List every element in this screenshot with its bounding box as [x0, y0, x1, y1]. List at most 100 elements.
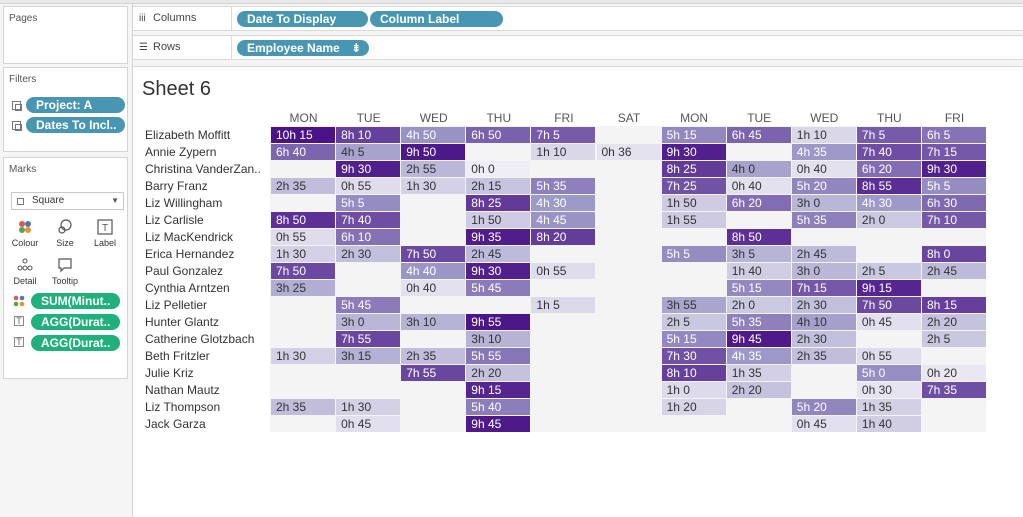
- heatmap-cell[interactable]: 3h 0: [336, 314, 401, 330]
- heatmap-cell[interactable]: 7h 15: [791, 280, 856, 296]
- heatmap-cell[interactable]: 4h 35: [726, 348, 791, 364]
- heatmap-cell[interactable]: 1h 55: [661, 212, 726, 228]
- heatmap-cell[interactable]: 9h 30: [466, 263, 531, 279]
- heatmap-cell[interactable]: 8h 50: [271, 212, 335, 228]
- heatmap-cell[interactable]: 4h 45: [531, 212, 596, 228]
- heatmap-cell[interactable]: 1h 40: [856, 416, 921, 432]
- heatmap-cell[interactable]: 1h 10: [791, 127, 856, 143]
- heatmap-cell[interactable]: 7h 10: [922, 212, 986, 228]
- filter-pill-dates[interactable]: Dates To Incl..: [26, 117, 125, 133]
- marks-field-agg-duration-1[interactable]: AGG(Durat..: [31, 314, 120, 330]
- row-header-employee[interactable]: Beth Fritzler: [145, 349, 210, 363]
- heatmap-cell[interactable]: 4h 30: [531, 195, 596, 211]
- column-header[interactable]: MON: [289, 111, 318, 125]
- heatmap-cell[interactable]: 0h 40: [726, 178, 791, 194]
- heatmap-cell[interactable]: 8h 10: [661, 365, 726, 381]
- heatmap-cell[interactable]: 4h 50: [401, 127, 466, 143]
- rows-pill-employee-name[interactable]: Employee Name ⇟: [237, 40, 369, 56]
- column-header[interactable]: MON: [680, 111, 709, 125]
- heatmap-cell[interactable]: 6h 50: [466, 127, 531, 143]
- heatmap-cell[interactable]: 5h 20: [791, 178, 856, 194]
- heatmap-cell[interactable]: 5h 55: [466, 348, 531, 364]
- heatmap-cell[interactable]: 9h 15: [856, 280, 921, 296]
- pages-card[interactable]: Pages: [3, 6, 128, 64]
- heatmap-cell[interactable]: 5h 15: [726, 280, 791, 296]
- heatmap-cell[interactable]: 2h 45: [466, 246, 531, 262]
- heatmap-cell[interactable]: 2h 30: [791, 331, 856, 347]
- tooltip-button[interactable]: Tooltip: [49, 254, 81, 288]
- heatmap-cell[interactable]: 5h 15: [661, 331, 726, 347]
- row-header-employee[interactable]: Liz Willingham: [145, 196, 223, 210]
- heatmap-cell[interactable]: 0h 55: [271, 229, 335, 245]
- row-header-employee[interactable]: Liz Pelletier: [145, 298, 208, 312]
- heatmap-cell[interactable]: 0h 40: [791, 161, 856, 177]
- heatmap-cell[interactable]: 2h 55: [401, 161, 466, 177]
- column-header[interactable]: TUE: [747, 111, 772, 125]
- heatmap-cell[interactable]: 2h 45: [922, 263, 986, 279]
- heatmap-cell[interactable]: 5h 0: [856, 365, 921, 381]
- heatmap-cell[interactable]: 2h 35: [271, 399, 335, 415]
- heatmap-cell[interactable]: 7h 5: [531, 127, 596, 143]
- columns-shelf[interactable]: iii Columns Date To Display Column Label: [133, 6, 1023, 31]
- heatmap-cell[interactable]: 2h 0: [856, 212, 921, 228]
- detail-button[interactable]: Detail: [9, 254, 41, 288]
- heatmap-cell[interactable]: 5h 35: [726, 314, 791, 330]
- heatmap-cell[interactable]: 3h 15: [336, 348, 401, 364]
- heatmap-cell[interactable]: 0h 45: [336, 416, 401, 432]
- heatmap-cell[interactable]: 4h 35: [791, 144, 856, 160]
- heatmap-cell[interactable]: 7h 40: [336, 212, 401, 228]
- heatmap-cell[interactable]: 5h 45: [336, 297, 401, 313]
- heatmap-cell[interactable]: 2h 5: [922, 331, 986, 347]
- heatmap-cell[interactable]: 8h 25: [661, 161, 726, 177]
- heatmap-cell[interactable]: 3h 25: [271, 280, 335, 296]
- heatmap-cell[interactable]: 1h 0: [661, 382, 726, 398]
- row-header-employee[interactable]: Catherine Glotzbach: [145, 332, 255, 346]
- heatmap-cell[interactable]: 3h 10: [401, 314, 466, 330]
- heatmap-cell[interactable]: 6h 40: [271, 144, 335, 160]
- heatmap-cell[interactable]: 5h 5: [661, 246, 726, 262]
- heatmap-cell[interactable]: 5h 5: [336, 195, 401, 211]
- heatmap-cell[interactable]: 1h 50: [661, 195, 726, 211]
- heatmap-cell[interactable]: 1h 35: [856, 399, 921, 415]
- heatmap-cell[interactable]: 2h 20: [922, 314, 986, 330]
- row-header-employee[interactable]: Julie Kriz: [145, 366, 194, 380]
- heatmap-cell[interactable]: 8h 10: [336, 127, 401, 143]
- heatmap-cell[interactable]: 3h 0: [791, 195, 856, 211]
- column-header[interactable]: FRI: [554, 111, 574, 125]
- row-header-employee[interactable]: Annie Zypern: [145, 145, 217, 159]
- heatmap-cell[interactable]: 9h 30: [922, 161, 986, 177]
- row-header-employee[interactable]: Erica Hernandez: [145, 247, 235, 261]
- heatmap-cell[interactable]: 7h 30: [661, 348, 726, 364]
- heatmap-cell[interactable]: 3h 55: [661, 297, 726, 313]
- heatmap-cell[interactable]: 0h 36: [596, 144, 661, 160]
- heatmap-cell[interactable]: 0h 20: [922, 365, 986, 381]
- heatmap-cell[interactable]: 4h 5: [336, 144, 401, 160]
- heatmap-cell[interactable]: 8h 25: [466, 195, 531, 211]
- heatmap-cell[interactable]: 9h 50: [401, 144, 466, 160]
- heatmap-cell[interactable]: 3h 10: [466, 331, 531, 347]
- rows-shelf[interactable]: ☰ Rows Employee Name ⇟: [133, 35, 1023, 60]
- columns-pill-date-to-display[interactable]: Date To Display: [237, 11, 368, 27]
- heatmap-cell[interactable]: 7h 35: [922, 382, 986, 398]
- columns-pill-column-label[interactable]: Column Label: [370, 11, 503, 27]
- column-header[interactable]: THU: [877, 111, 902, 125]
- heatmap-cell[interactable]: 2h 5: [856, 263, 921, 279]
- heatmap-cell[interactable]: 5h 5: [922, 178, 986, 194]
- column-header[interactable]: TUE: [356, 111, 381, 125]
- column-header[interactable]: SAT: [617, 111, 641, 125]
- heatmap-cell[interactable]: 7h 55: [401, 365, 466, 381]
- heatmap-cell[interactable]: 4h 0: [726, 161, 791, 177]
- heatmap-cell[interactable]: 1h 30: [271, 246, 335, 262]
- column-header[interactable]: THU: [486, 111, 512, 125]
- heatmap-cell[interactable]: 2h 35: [271, 178, 335, 194]
- heatmap-cell[interactable]: 4h 30: [856, 195, 921, 211]
- heatmap-cell[interactable]: 8h 20: [531, 229, 596, 245]
- heatmap-cell[interactable]: 2h 35: [791, 348, 856, 364]
- size-button[interactable]: Size: [49, 216, 81, 250]
- row-header-employee[interactable]: Cynthia Arntzen: [145, 281, 230, 295]
- heatmap-cell[interactable]: 0h 55: [531, 263, 596, 279]
- heatmap-cell[interactable]: 2h 35: [401, 348, 466, 364]
- heatmap-cell[interactable]: 1h 50: [466, 212, 531, 228]
- filter-pill-project[interactable]: Project: A: [26, 97, 125, 113]
- heatmap-cell[interactable]: 9h 45: [726, 331, 791, 347]
